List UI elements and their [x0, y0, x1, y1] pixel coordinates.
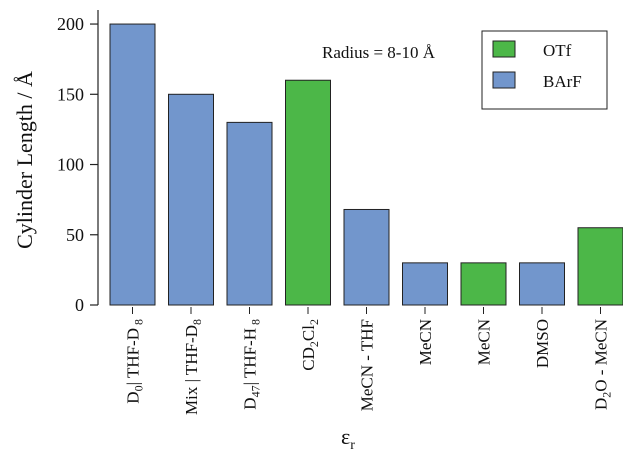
category-label-8: DMSO [533, 319, 552, 368]
category-label-6-part-1: MeCN [416, 319, 435, 365]
category-label-7-part-1: MeCN [475, 319, 494, 365]
category-label-2-part-2: 8 [190, 319, 204, 325]
category-label-2-part-1: Mix | THF-D [182, 325, 201, 415]
category-label-5: MeCN - THF [358, 319, 377, 411]
category-label-2: Mix | THF-D8 [182, 319, 204, 415]
category-label-1-part-3: | THF-D [124, 328, 143, 385]
category-label-4-part-2: 2 [307, 341, 321, 347]
legend: OTf BArF [481, 30, 608, 110]
category-label-9-part-3: O - MeCN [592, 319, 611, 392]
y-tick-label-100: 100 [57, 155, 84, 175]
category-label-3-part-1: D [241, 397, 260, 409]
legend-label-otf: OTf [543, 41, 572, 60]
x-axis-title-sub: r [350, 438, 355, 453]
category-label-9-part-1: D [592, 398, 611, 410]
category-label-3-part-3: | THF-H [241, 328, 260, 385]
category-label-8-part-1: DMSO [533, 319, 552, 368]
category-label-3: D47| THF-H 8 [241, 319, 263, 410]
category-label-4-part-3: Cl [299, 325, 318, 341]
y-tick-label-150: 150 [57, 84, 84, 104]
y-tick-label-200: 200 [57, 14, 84, 34]
category-label-4: CD2Cl2 [299, 319, 321, 371]
bar-7 [460, 262, 507, 306]
category-label-1-part-2: 0 [132, 385, 146, 391]
bars-layer [109, 23, 623, 306]
category-label-9: D2O - MeCN [592, 319, 614, 410]
x-axis-title-main: ε [341, 424, 350, 449]
y-axis-title: Cylinder Length / Å [12, 71, 37, 249]
y-tick-label-0: 0 [75, 295, 84, 315]
bar-3 [226, 121, 273, 306]
bar-1 [109, 23, 156, 306]
bar-2 [168, 93, 214, 306]
bar-6 [402, 262, 448, 306]
category-label-7: MeCN [475, 319, 494, 365]
category-label-3-part-2: 47 [249, 385, 263, 397]
y-tick-label-50: 50 [66, 225, 84, 245]
category-label-9-part-2: 2 [600, 392, 614, 398]
category-label-1-part-4: 8 [132, 319, 146, 328]
legend-label-barf: BArF [543, 72, 582, 91]
category-label-6: MeCN [416, 319, 435, 365]
x-axis-title: εr [341, 424, 355, 453]
category-label-4-part-4: 2 [307, 319, 321, 325]
bar-5 [343, 208, 390, 306]
bar-8 [519, 262, 565, 306]
legend-swatch-otf [492, 40, 516, 58]
bar-9 [577, 227, 623, 306]
category-label-3-part-4: 8 [249, 319, 263, 328]
bar-4 [285, 79, 331, 306]
category-label-5-part-1: MeCN - THF [358, 319, 377, 411]
category-label-1: D0| THF-D 8 [124, 319, 146, 404]
legend-swatch-barf [492, 71, 516, 89]
category-label-1-part-1: D [124, 391, 143, 403]
category-label-4-part-1: CD [299, 347, 318, 371]
radius-annotation: Radius = 8-10 Å [322, 43, 436, 62]
